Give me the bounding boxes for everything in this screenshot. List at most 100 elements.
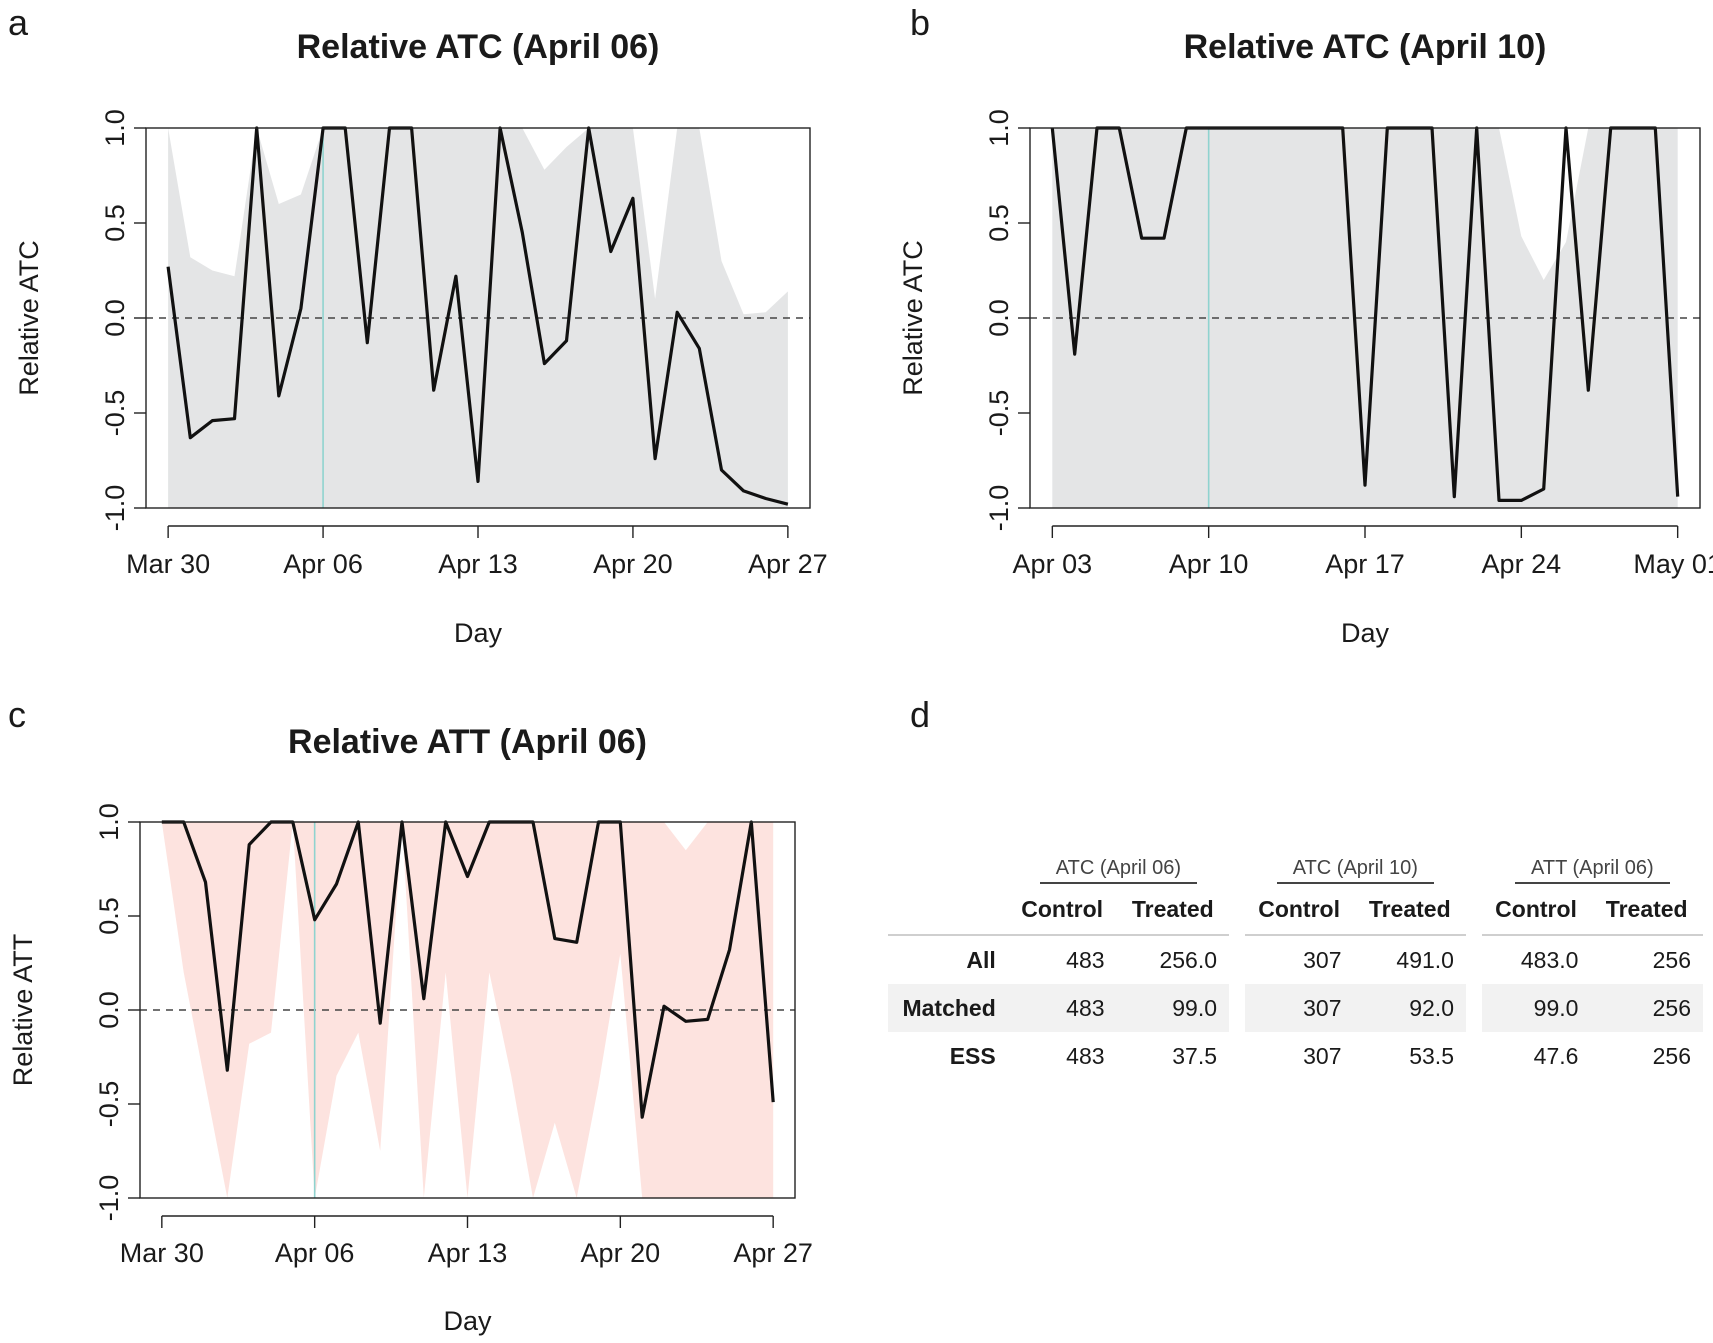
y-tick-label: 0.5 [100,204,130,242]
y-tick-label: 0.0 [94,991,124,1029]
y-tick-label: 0.5 [984,204,1014,242]
y-axis-label: Relative ATC [14,240,44,396]
column-gap [1229,884,1245,936]
x-tick-label: Apr 17 [1325,549,1405,579]
column-gap [1465,936,1482,984]
column-header: Treated [1590,884,1703,936]
y-tick-label: -0.5 [94,1081,124,1128]
y-tick-label: 0.0 [984,299,1014,337]
chart-panel-c: Relative ATT (April 06) Mar 30 Apr 06 Apr 1… [8,723,813,1336]
column-gap [1465,884,1482,936]
summary-table: ATC (April 06) ATC (April 10) ATT (April… [888,850,1703,1080]
column-header: Control [1244,884,1354,936]
table-cell: 483 [1007,984,1117,1032]
y-tick-label: -1.0 [94,1175,124,1222]
x-tick-label: Apr 10 [1169,549,1249,579]
y-tick-label: -0.5 [100,390,130,437]
x-tick-label: Apr 13 [438,549,518,579]
table-cell: 99.0 [1481,984,1591,1032]
chart-panel-a: Relative ATC (April 06) Mar 30 Apr 06 Apr 1… [14,28,828,648]
panel-letter-d: d [910,694,931,735]
group-label: ATC (April 06) [1039,857,1197,884]
row-label: All [966,946,996,973]
x-tick-label: Apr 20 [593,549,673,579]
table-cell: 483 [1066,946,1105,973]
x-tick-label: Apr 27 [748,549,828,579]
table-cell: 256.0 [1159,946,1218,973]
group-header: ATT (April 06) [1482,850,1703,884]
x-tick-label: Apr 13 [428,1238,508,1268]
chart-panel-b: Relative ATC (April 10) Apr 03 Apr 10 Apr 1… [898,28,1713,648]
y-tick-label: -0.5 [984,390,1014,437]
y-tick-label: 1.0 [94,803,124,841]
group-header: ATC (April 06) [1008,850,1229,884]
y-axis-label: Relative ATC [898,240,928,396]
row-label: ESS [949,1042,996,1069]
table-cell: 53.5 [1409,1042,1454,1069]
table-row: ESS 483 37.5 307 53.5 47.6 256 [888,1032,1703,1080]
panel-letter-a: a [8,2,29,43]
table-cell: 99.0 [1116,984,1230,1032]
x-tick-label: May 01 [1633,549,1713,579]
x-tick-label: Apr 03 [1013,549,1093,579]
column-gap [1229,850,1245,884]
group-label: ATT (April 06) [1515,857,1670,884]
panel-letter-c: c [8,694,26,735]
confidence-band [1052,128,1678,508]
table-cell: 47.6 [1533,1042,1579,1069]
x-tick-label: Apr 24 [1482,549,1562,579]
row-label: Matched [888,984,1008,1032]
y-tick-label: -1.0 [984,485,1014,532]
column-gap [1229,984,1245,1032]
column-header: Treated [1353,884,1466,936]
x-tick-label: Mar 30 [120,1238,204,1268]
x-tick-label: Mar 30 [126,549,210,579]
x-tick-label: Apr 06 [283,549,363,579]
series-line [161,820,775,1119]
series-line [166,126,789,506]
panel-letter-b: b [910,2,931,43]
chart-title: Relative ATC (April 10) [1184,28,1547,66]
table-cell: 37.5 [1172,1042,1218,1069]
y-tick-label: 1.0 [984,109,1014,147]
group-label: ATC (April 10) [1276,857,1434,884]
summary-table-panel: ATC (April 06) ATC (April 10) ATT (April… [888,850,1703,1080]
table-cell: 92.0 [1353,984,1466,1032]
column-gap [1465,1032,1482,1080]
series-line [1050,126,1680,502]
column-gap [1465,984,1482,1032]
y-tick-label: 0.0 [100,299,130,337]
y-axis-label: Relative ATT [8,934,38,1087]
table-row: All 483 256.0 307 491.0 483.0 256 [888,936,1703,984]
table-cell: 483.0 [1520,946,1579,973]
column-gap [1229,1032,1245,1080]
table-cell: 307 [1303,1042,1342,1069]
table-cell: 491.0 [1396,946,1454,973]
y-tick-label: 1.0 [100,109,130,147]
table-cell: 256 [1590,984,1703,1032]
x-tick-label: Apr 20 [581,1238,661,1268]
corner-cell [888,884,1008,936]
x-axis-label: Day [1341,618,1390,648]
column-header: Treated [1116,884,1230,936]
x-axis-label: Day [443,1306,492,1336]
table-cell: 307 [1303,946,1342,973]
x-axis-label: Day [454,618,503,648]
corner-cell [888,850,1008,884]
column-gap [1229,936,1245,984]
column-header: Control [1007,884,1117,936]
table-cell: 483 [1066,1042,1105,1069]
table-cell: 307 [1244,984,1354,1032]
table-cell: 256 [1652,946,1691,973]
group-header: ATC (April 10) [1245,850,1466,884]
column-header: Control [1481,884,1591,936]
y-tick-label: -1.0 [100,485,130,532]
chart-title: Relative ATT (April 06) [288,723,647,761]
table-cell: 256 [1652,1042,1691,1069]
y-tick-label: 0.5 [94,897,124,935]
chart-title: Relative ATC (April 06) [297,28,660,66]
column-gap [1465,850,1482,884]
x-tick-label: Apr 06 [275,1238,355,1268]
table-row: Matched 483 99.0 307 92.0 99.0 256 [888,984,1703,1032]
